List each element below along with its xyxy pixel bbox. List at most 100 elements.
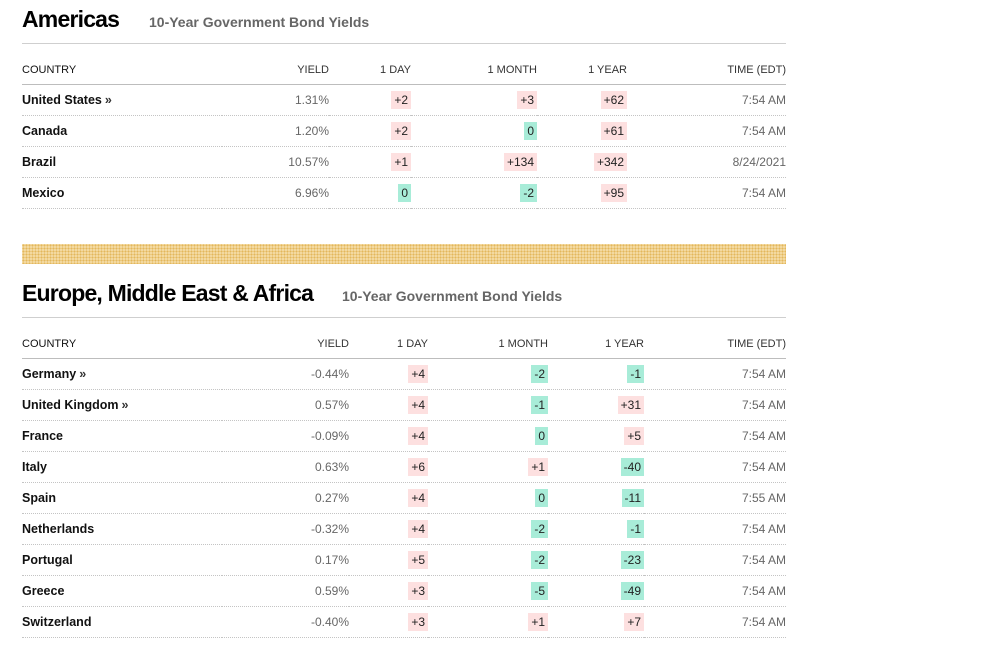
col-header-yield[interactable]: YIELD [222, 56, 329, 85]
table-row: Canada 1.20% +2 0 +61 7:54 AM [22, 115, 786, 147]
yield-cell: 1.31% [222, 84, 329, 116]
col-header-time[interactable]: TIME (EDT) [644, 330, 786, 359]
country-name[interactable]: Germany [22, 367, 77, 381]
change-1month-cell: +134 [411, 146, 537, 178]
table-row: Greece 0.59% +3 -5 -49 7:54 AM [22, 575, 786, 607]
change-1day-cell: +4 [349, 482, 428, 514]
time-cell: 7:54 AM [627, 177, 786, 209]
yield-cell: 6.96% [222, 177, 329, 209]
time-cell: 7:54 AM [644, 358, 786, 390]
change-1month-chip: +134 [503, 153, 537, 171]
section-title: Americas [22, 6, 120, 32]
col-header-1year[interactable]: 1 YEAR [537, 56, 627, 85]
section-rule [22, 317, 786, 318]
change-1day-cell: +3 [349, 606, 428, 638]
country-link-arrow-icon[interactable]: » [79, 367, 87, 381]
yield-cell: -0.09% [222, 420, 349, 452]
emea-header: Europe, Middle East & Africa 10-Year Gov… [22, 278, 786, 308]
time-cell: 7:55 AM [644, 482, 786, 514]
change-1year-chip: -40 [620, 458, 644, 476]
col-header-1day[interactable]: 1 DAY [329, 56, 411, 85]
col-header-1year[interactable]: 1 YEAR [548, 330, 644, 359]
emea-table: COUNTRY YIELD 1 DAY 1 MONTH 1 YEAR TIME … [22, 330, 786, 638]
change-1day-chip: 0 [398, 184, 411, 202]
col-header-yield[interactable]: YIELD [222, 330, 349, 359]
col-header-1day[interactable]: 1 DAY [349, 330, 428, 359]
change-1month-cell: +1 [428, 451, 548, 483]
time-cell: 7:54 AM [644, 451, 786, 483]
change-1day-cell: +5 [349, 544, 428, 576]
change-1year-chip: -1 [627, 520, 644, 538]
section-title: Europe, Middle East & Africa [22, 280, 314, 306]
change-1month-chip: -2 [531, 365, 548, 383]
table-row: Brazil 10.57% +1 +134 +342 8/24/2021 [22, 146, 786, 178]
country-name: Spain [22, 491, 57, 505]
col-header-time[interactable]: TIME (EDT) [627, 56, 786, 85]
country-cell[interactable]: United Kingdom» [22, 389, 222, 421]
change-1month-chip: 0 [524, 122, 537, 140]
time-cell: 7:54 AM [627, 115, 786, 147]
change-1month-cell: +3 [411, 84, 537, 116]
table-row: United States» 1.31% +2 +3 +62 7:54 AM [22, 84, 786, 116]
time-cell: 7:54 AM [627, 84, 786, 116]
table-header-row: COUNTRY YIELD 1 DAY 1 MONTH 1 YEAR TIME … [22, 330, 786, 359]
time-cell: 8/24/2021 [627, 146, 786, 178]
change-1year-cell: +5 [548, 420, 644, 452]
country-cell[interactable]: Germany» [22, 358, 222, 390]
col-header-1month[interactable]: 1 MONTH [411, 56, 537, 85]
change-1day-chip: +3 [408, 582, 428, 600]
country-cell: Netherlands [22, 513, 222, 545]
country-cell: Portugal [22, 544, 222, 576]
change-1month-cell: 0 [411, 115, 537, 147]
section-divider [22, 244, 786, 264]
change-1month-cell: +1 [428, 606, 548, 638]
change-1month-cell: 0 [428, 420, 548, 452]
change-1day-cell: +4 [349, 389, 428, 421]
change-1year-chip: -23 [620, 551, 644, 569]
change-1year-cell: +95 [537, 177, 627, 209]
change-1year-chip: +31 [617, 396, 644, 414]
country-cell: Brazil [22, 146, 222, 178]
change-1day-cell: +4 [349, 513, 428, 545]
change-1month-chip: +1 [528, 458, 548, 476]
country-name[interactable]: United States [22, 93, 102, 107]
change-1day-cell: +2 [329, 115, 411, 147]
change-1month-chip: -5 [531, 582, 548, 600]
change-1month-chip: -2 [520, 184, 537, 202]
change-1day-cell: +3 [349, 575, 428, 607]
change-1month-chip: -2 [531, 520, 548, 538]
change-1month-chip: -2 [531, 551, 548, 569]
change-1day-cell: +2 [329, 84, 411, 116]
country-cell[interactable]: United States» [22, 84, 222, 116]
change-1year-chip: -11 [621, 489, 644, 507]
change-1day-cell: +4 [349, 420, 428, 452]
change-1month-cell: -1 [428, 389, 548, 421]
yield-cell: -0.40% [222, 606, 349, 638]
change-1year-chip: +7 [624, 613, 644, 631]
section-rule [22, 43, 786, 44]
country-name[interactable]: United Kingdom [22, 398, 119, 412]
change-1year-cell: -40 [548, 451, 644, 483]
change-1year-cell: -49 [548, 575, 644, 607]
change-1month-chip: +1 [528, 613, 548, 631]
country-name: Mexico [22, 186, 65, 200]
country-name: Greece [22, 584, 65, 598]
change-1month-cell: -2 [428, 358, 548, 390]
table-row: Portugal 0.17% +5 -2 -23 7:54 AM [22, 544, 786, 576]
table-row: France -0.09% +4 0 +5 7:54 AM [22, 420, 786, 452]
table-header-row: COUNTRY YIELD 1 DAY 1 MONTH 1 YEAR TIME … [22, 56, 786, 85]
change-1day-chip: +4 [408, 365, 428, 383]
country-name: France [22, 429, 63, 443]
change-1year-chip: +5 [624, 427, 644, 445]
time-cell: 7:54 AM [644, 513, 786, 545]
col-header-1month[interactable]: 1 MONTH [428, 330, 548, 359]
country-name: Netherlands [22, 522, 95, 536]
change-1year-cell: -23 [548, 544, 644, 576]
section-subtitle: 10-Year Government Bond Yields [149, 14, 370, 30]
country-link-arrow-icon[interactable]: » [121, 398, 129, 412]
change-1month-cell: -5 [428, 575, 548, 607]
col-header-country[interactable]: COUNTRY [22, 330, 222, 359]
change-1day-cell: +6 [349, 451, 428, 483]
country-link-arrow-icon[interactable]: » [104, 93, 112, 107]
col-header-country[interactable]: COUNTRY [22, 56, 222, 85]
